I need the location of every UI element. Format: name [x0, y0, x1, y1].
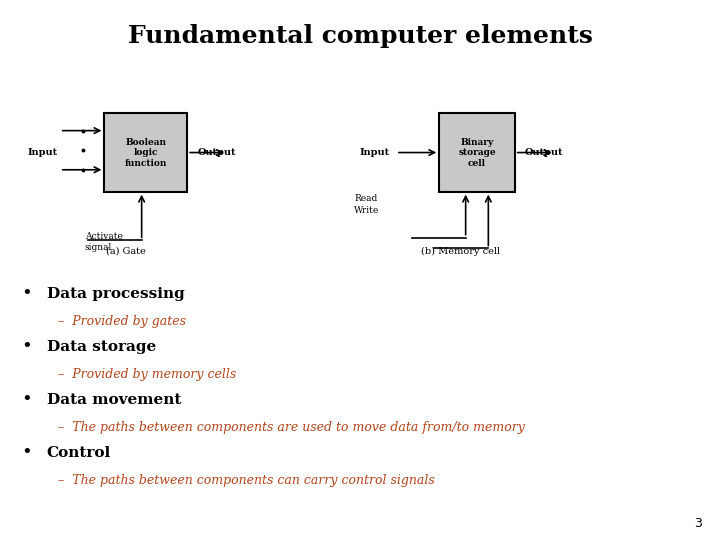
Text: Output: Output: [197, 148, 235, 157]
Text: •: •: [22, 338, 32, 356]
Bar: [439, 113, 515, 192]
Text: Output: Output: [524, 148, 562, 157]
Text: •: •: [22, 285, 32, 303]
Text: Data movement: Data movement: [47, 393, 181, 407]
Text: Input: Input: [360, 148, 390, 157]
Text: (b) Memory cell: (b) Memory cell: [421, 247, 500, 255]
Bar: [104, 113, 187, 192]
Text: Data processing: Data processing: [47, 287, 184, 301]
Text: –  Provided by memory cells: – Provided by memory cells: [58, 368, 236, 381]
Text: –  The paths between components are used to move data from/to memory: – The paths between components are used …: [58, 421, 524, 434]
Text: Read: Read: [354, 194, 377, 202]
Text: (a) Gate: (a) Gate: [106, 247, 146, 255]
Text: –  Provided by gates: – Provided by gates: [58, 315, 186, 328]
Text: Data storage: Data storage: [47, 340, 156, 354]
Text: •: •: [22, 391, 32, 409]
Text: Input: Input: [27, 148, 58, 157]
Text: Control: Control: [47, 446, 111, 460]
Text: –  The paths between components can carry control signals: – The paths between components can carry…: [58, 474, 434, 487]
Text: Activate
signal: Activate signal: [85, 232, 123, 252]
Text: Binary
storage
cell: Binary storage cell: [458, 138, 496, 168]
Text: Fundamental computer elements: Fundamental computer elements: [127, 24, 593, 48]
Text: •: •: [22, 444, 32, 462]
Text: 3: 3: [694, 517, 702, 530]
Text: Write: Write: [354, 206, 379, 215]
Text: Boolean
logic
function: Boolean logic function: [125, 138, 167, 168]
